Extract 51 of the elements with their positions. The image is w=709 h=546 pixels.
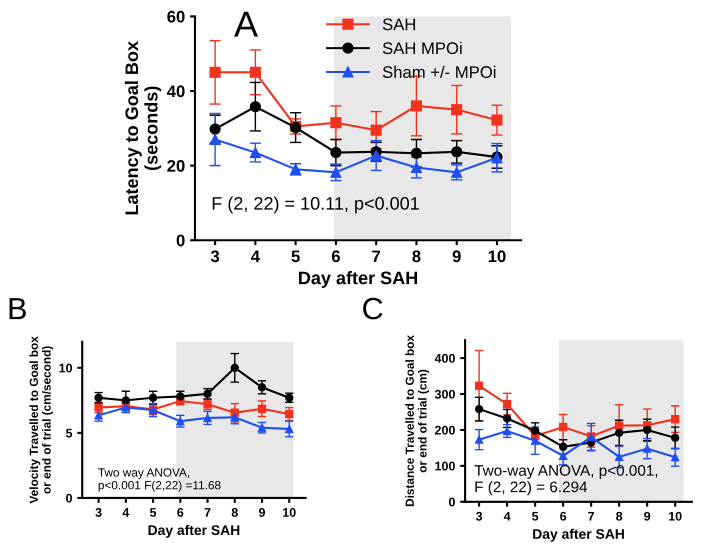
x-tick-label: 8: [232, 508, 238, 517]
annotation: F (2, 22) = 10.11, p<0.001: [212, 196, 419, 214]
x-tick-label: 6: [177, 508, 184, 517]
x-tick-label: 9: [644, 512, 650, 521]
x-axis-title: Day after SAH: [299, 271, 418, 288]
legend-label: Sham +/- MPOi: [382, 66, 496, 78]
x-tick-label: 7: [372, 250, 380, 262]
x-tick-label: 9: [258, 508, 266, 517]
y-axis-title: Distance Travelled to Goal box or end of trial (cm): [405, 335, 429, 506]
x-tick-label: 3: [476, 512, 482, 521]
y-tick-label: 0: [176, 234, 185, 246]
x-tick-label: 4: [250, 250, 260, 262]
y-tick-label: 40: [166, 85, 185, 98]
annotation: Two-way ANOVA, p<0.001, F (2, 22) = 6.294: [474, 465, 658, 496]
x-tick-label: 3: [210, 250, 220, 262]
y-tick-label: 5: [66, 428, 72, 438]
y-tick-label: 0: [66, 494, 72, 503]
x-tick-label: 10: [283, 508, 296, 517]
x-tick-label: 7: [204, 508, 210, 517]
x-tick-label: 6: [332, 250, 340, 262]
chart-title: B: [10, 298, 26, 320]
y-tick-label: 0: [448, 498, 455, 506]
x-tick-label: 8: [412, 250, 421, 262]
y-tick-label: 300: [434, 390, 455, 399]
y-tick-label: 400: [434, 354, 455, 363]
x-tick-label: 7: [588, 512, 594, 521]
x-tick-label: 5: [532, 512, 538, 521]
y-tick-label: 200: [434, 426, 455, 435]
x-tick-label: 5: [150, 508, 156, 517]
x-tick-label: 10: [669, 512, 682, 521]
legend-label: SAH MPOi: [382, 42, 462, 54]
chart-title: A: [234, 12, 258, 37]
x-tick-label: 9: [452, 250, 461, 262]
x-tick-label: 5: [292, 250, 300, 262]
legend-label: SAH: [382, 18, 416, 30]
y-axis-title: Velocity Travelled to Goal box or end of trial (cm/second): [29, 336, 54, 504]
x-tick-label: 8: [616, 512, 622, 521]
y-tick-label: 20: [167, 160, 185, 172]
y-tick-label: 100: [435, 462, 455, 471]
x-axis-title: Day after SAH: [533, 528, 624, 542]
chart-title: C: [363, 298, 382, 320]
x-tick-label: 6: [560, 512, 566, 521]
annotation: Two way ANOVA, p<0.001 F(2,22) =11.68: [98, 468, 221, 492]
x-tick-label: 3: [95, 508, 102, 517]
x-axis-title: Day after SAH: [148, 524, 240, 538]
y-tick-label: 60: [167, 10, 185, 23]
x-tick-label: 4: [122, 508, 130, 517]
x-tick-label: 4: [504, 512, 511, 521]
y-tick-label: 10: [59, 364, 72, 372]
y-axis-title: Latency to Goal Box (seconds): [124, 41, 162, 214]
x-tick-label: 10: [488, 250, 506, 262]
